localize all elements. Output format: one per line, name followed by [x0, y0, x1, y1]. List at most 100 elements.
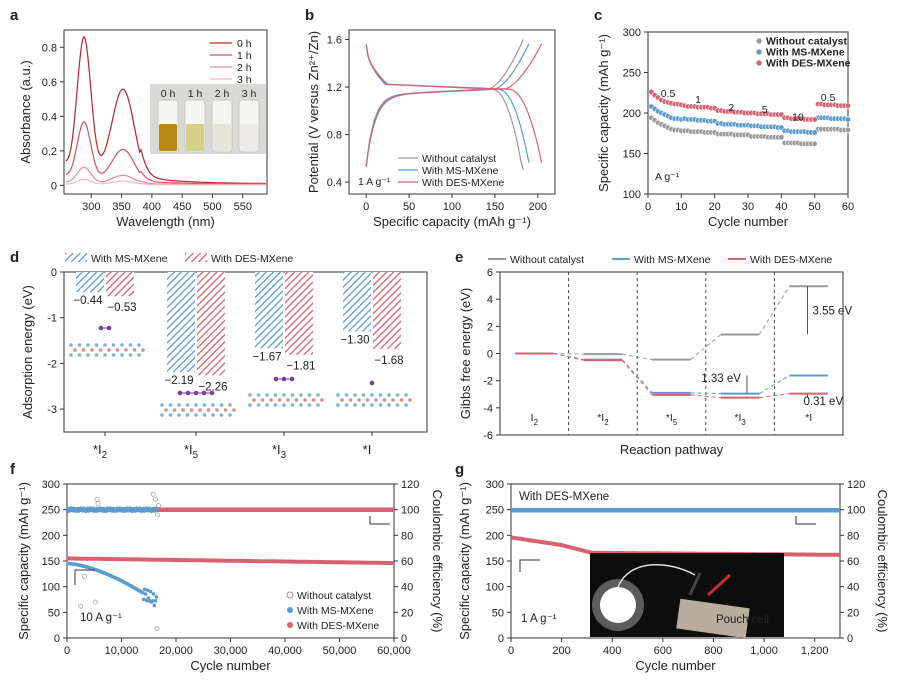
legend-label: With MS-MXene: [297, 605, 374, 617]
bar-value-label: −1.30: [340, 334, 369, 346]
ms-capacity-point: [153, 598, 158, 603]
x-tick-label: 350: [112, 201, 130, 213]
ms-capacity-point: [144, 598, 149, 603]
y-tick-label: 100: [42, 582, 60, 594]
substrate-atom: [260, 398, 265, 402]
x-tick-label: 550: [234, 201, 252, 213]
inset-label: 2 h: [215, 88, 230, 100]
clip-red: [706, 573, 732, 597]
series-line-3h: [65, 178, 266, 186]
substrate-atom: [378, 403, 383, 407]
bar: [167, 272, 195, 373]
substrate-atom: [211, 403, 215, 407]
bulb: [600, 587, 636, 623]
legend-marker: [755, 37, 763, 45]
substrate-atom: [391, 398, 395, 402]
substrate-atom: [69, 353, 73, 357]
substrate-atom: [77, 353, 82, 357]
substrate-atom: [387, 393, 391, 397]
bar: [76, 272, 104, 293]
ms-ce-point: [154, 506, 159, 510]
substrate-atom: [111, 353, 116, 357]
legend-marker: [755, 48, 763, 56]
substrate-atom: [277, 398, 282, 402]
x-tick-label: 40: [775, 201, 787, 213]
y-tick-label: 300: [42, 479, 60, 491]
y-tick-label: 100: [623, 189, 641, 201]
legend-label: Without catalyst: [510, 254, 584, 266]
x-tick-label: 30,000: [214, 645, 248, 657]
bar: [106, 272, 134, 297]
bar: [197, 272, 225, 376]
legend-label: 0 h: [237, 38, 252, 50]
label-sub: 3: [281, 450, 286, 461]
y-tick-label: -3: [47, 404, 57, 416]
rate-label: 10: [792, 112, 804, 124]
ms-capacity-point: [143, 592, 148, 596]
substrate-atom: [273, 403, 278, 407]
panel-letter: b: [305, 7, 314, 24]
legend-label: With DES-MXene: [297, 620, 379, 632]
y-tick-label: 150: [42, 556, 60, 568]
x-tick-label: 100: [443, 201, 461, 213]
category-label: *I2: [93, 442, 107, 461]
y-tick-label: -6: [483, 430, 493, 442]
substrate-atom: [128, 343, 133, 347]
y-axis-label: Specific capacity (mAh g⁻¹): [457, 482, 472, 640]
step-label: *I: [805, 412, 812, 424]
y-tick-label: 150: [623, 149, 641, 161]
substrate-atom: [219, 403, 224, 407]
y-tick-label: 0.8: [327, 130, 342, 142]
connector: [621, 359, 653, 396]
x-axis-label: Cycle number: [190, 658, 271, 673]
legend-label: With DES-MXene: [750, 254, 832, 266]
data-point: [844, 127, 851, 134]
connector: [759, 375, 790, 394]
legend-marker: [286, 591, 294, 599]
substrate-atom: [336, 393, 340, 397]
vial-liquid: [240, 124, 258, 151]
legend-label: With MS-MXene: [91, 253, 168, 265]
x-tick-label: 0: [363, 201, 369, 213]
substrate-atom: [282, 403, 286, 407]
x-tick-label: 450: [173, 201, 191, 213]
panel-letter: g: [455, 461, 464, 478]
substrate-atom: [290, 393, 295, 397]
label-sub: 3: [741, 418, 746, 427]
ms-capacity-point: [154, 595, 159, 599]
wo-catalyst-point: [155, 512, 160, 518]
y-tick-label: 0: [51, 180, 57, 192]
x-tick-label: 1,200: [801, 645, 829, 657]
x-tick-label: 600: [654, 645, 672, 657]
substrate-atom: [395, 403, 400, 407]
connector: [553, 353, 584, 361]
series-line-2h: [65, 166, 266, 186]
substrate-atom: [69, 343, 73, 347]
bar-value-label: −1.68: [374, 355, 403, 367]
data-point: [844, 116, 851, 123]
rate-label: 0.5: [661, 88, 676, 100]
substrate-atom: [399, 398, 404, 402]
substrate-atom: [211, 413, 215, 417]
charge-curve: [365, 43, 530, 167]
y-tick-label: -1: [47, 313, 57, 325]
panel-letter: d: [10, 249, 19, 266]
substrate-atom: [320, 398, 324, 402]
bar-value-label: −0.53: [107, 302, 136, 314]
wo-catalyst-point: [156, 503, 162, 509]
y-right-tick-label: 100: [401, 505, 419, 517]
x-tick-label: 20: [709, 201, 721, 213]
substrate-atom: [120, 353, 124, 357]
wo-catalyst-point: [150, 491, 156, 497]
substrate-atom: [202, 403, 207, 407]
current-density-label: 1 A g⁻¹: [521, 613, 557, 625]
y-right-tick-label: 60: [847, 556, 859, 568]
substrate-atom: [90, 348, 94, 352]
y-axis-label: Absorbance (a.u.): [18, 60, 33, 163]
substrate-atom: [307, 393, 312, 397]
bar: [343, 272, 371, 332]
panel-c: c 0 10 20 30 40 50 60 100 150 200 250 300 Cycle numbe…: [594, 7, 854, 229]
rate-label: 0.5: [821, 92, 836, 104]
substrate-atom: [265, 403, 269, 407]
label-sub: 2: [534, 418, 538, 427]
